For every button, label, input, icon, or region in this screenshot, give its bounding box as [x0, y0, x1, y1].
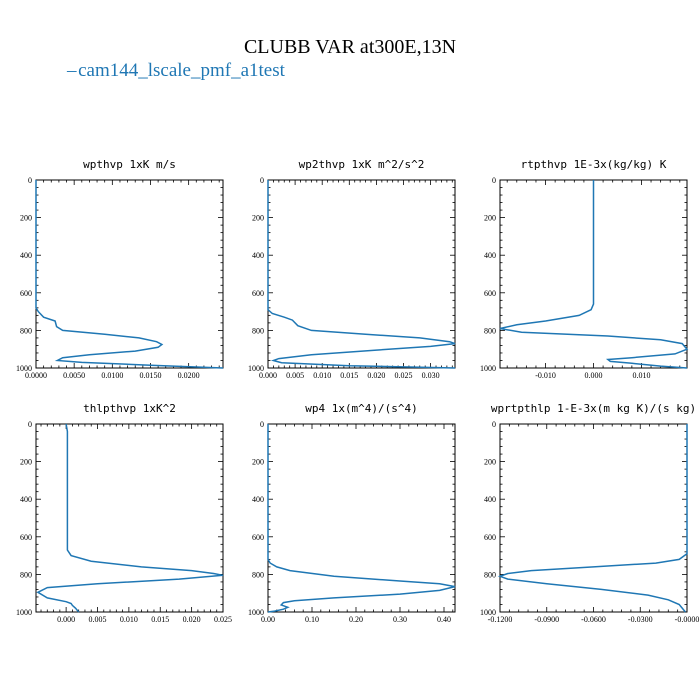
y-tick-label: 600: [484, 533, 496, 542]
y-tick-label: 0: [260, 176, 264, 185]
x-tick-label: 0.30: [393, 615, 407, 624]
series-line: [497, 424, 688, 613]
plot-frame: [35, 423, 224, 613]
x-tick-label: 0.010: [632, 371, 650, 380]
y-tick-label: 0: [492, 420, 496, 429]
y-tick-label: 800: [252, 326, 264, 335]
y-tick-label: 200: [484, 458, 496, 467]
x-tick-label: -0.010: [535, 371, 556, 380]
chart-panel-3: rtpthvp 1E-3x(kg/kg) K 0 200 400 600 800 1000 -…: [480, 158, 689, 380]
x-tick-label: 0.015: [340, 371, 358, 380]
y-tick-label: 1000: [16, 364, 32, 373]
panel-title: thlpthvp 1xK^2: [83, 402, 176, 415]
y-tick-label: 400: [252, 251, 264, 260]
y-tick-label: 200: [20, 458, 32, 467]
plot-frame: [35, 179, 224, 369]
y-tick-label: 0: [28, 420, 32, 429]
y-tick-label: 600: [252, 289, 264, 298]
y-tick-label: 600: [20, 533, 32, 542]
panel-title: wpthvp 1xK m/s: [83, 158, 176, 171]
x-tick-label: 0.0200: [178, 371, 200, 380]
y-tick-label: 0: [492, 176, 496, 185]
panel-title: wprtpthlp 1-E-3x(m kg K)/(s kg): [491, 402, 696, 415]
series-line: [35, 180, 224, 369]
panel-title: rtpthvp 1E-3x(kg/kg) K: [521, 158, 667, 171]
y-tick-label: 800: [252, 570, 264, 579]
plot-frame: [499, 423, 688, 613]
x-tick-label: 0.0000: [25, 371, 47, 380]
y-tick-label: 1000: [480, 608, 496, 617]
x-tick-label: 0.00: [261, 615, 275, 624]
x-tick-label: 0.020: [183, 615, 201, 624]
chart-panel-4: thlpthvp 1xK^2 0 200 400 600 800 1000 0.000 0.00…: [16, 402, 232, 624]
figure-title: CLUBB VAR at300E,13N: [243, 36, 457, 58]
y-tick-label: 400: [20, 495, 32, 504]
legend-line-marker: –: [67, 60, 79, 81]
x-tick-label: 0.0050: [63, 371, 85, 380]
y-tick-label: 0: [260, 420, 264, 429]
y-tick-label: 400: [484, 495, 496, 504]
y-tick-label: 1000: [248, 608, 264, 617]
x-tick-label: 0.40: [437, 615, 451, 624]
y-tick-label: 400: [252, 495, 264, 504]
y-tick-label: 400: [20, 251, 32, 260]
x-tick-label: 0.010: [120, 615, 138, 624]
legend-label: cam144_lscale_pmf_a1test: [78, 60, 285, 81]
y-tick-label: 200: [252, 214, 264, 223]
y-tick-label: 800: [484, 326, 496, 335]
x-tick-label: 0.015: [151, 615, 169, 624]
x-tick-label: -0.0900: [534, 615, 559, 624]
x-tick-label: 0.025: [214, 615, 232, 624]
y-tick-label: 1000: [16, 608, 32, 617]
x-tick-label: -0.1200: [488, 615, 513, 624]
y-tick-label: 1000: [480, 364, 496, 373]
series-line: [267, 180, 456, 369]
chart-panel-6: wprtpthlp 1-E-3x(m kg K)/(s kg) 0 200 400 60…: [480, 402, 700, 624]
x-tick-label: 0.0100: [101, 371, 123, 380]
x-tick-label: -0.0000: [675, 615, 700, 624]
plot-frame: [267, 179, 456, 369]
series-line: [36, 423, 224, 613]
x-tick-label: 0.20: [349, 615, 363, 624]
x-tick-label: 0.000: [585, 371, 603, 380]
y-tick-label: 600: [484, 289, 496, 298]
x-tick-label: 0.025: [395, 371, 413, 380]
x-tick-label: 0.000: [57, 615, 75, 624]
x-tick-label: 0.10: [305, 615, 319, 624]
y-tick-label: 800: [20, 570, 32, 579]
y-tick-label: 1000: [248, 364, 264, 373]
x-tick-label: 0.005: [88, 615, 106, 624]
x-tick-label: -0.0300: [628, 615, 653, 624]
y-tick-label: 800: [484, 570, 496, 579]
x-tick-label: 0.005: [286, 371, 304, 380]
panel-title: wp4 1x(m^4)/(s^4): [305, 402, 418, 415]
plot-frame: [267, 423, 456, 613]
y-tick-label: 600: [252, 533, 264, 542]
x-tick-label: -0.0600: [581, 615, 606, 624]
x-tick-label: 0.0150: [139, 371, 161, 380]
panel-title: wp2thvp 1xK m^2/s^2: [299, 158, 425, 171]
x-tick-label: 0.000: [259, 371, 277, 380]
y-tick-label: 400: [484, 251, 496, 260]
legend-entry: – cam144_lscale_pmf_a1test: [67, 60, 285, 82]
y-tick-label: 600: [20, 289, 32, 298]
y-tick-label: 800: [20, 326, 32, 335]
series-line: [267, 424, 456, 613]
y-tick-label: 200: [20, 214, 32, 223]
y-tick-label: 0: [28, 176, 32, 185]
chart-panel-2: wp2thvp 1xK m^2/s^2020040060080010000.00…: [248, 158, 456, 380]
x-tick-label: 0.010: [313, 371, 331, 380]
x-tick-label: 0.030: [422, 371, 440, 380]
series-line: [499, 180, 689, 369]
y-tick-label: 200: [252, 458, 264, 467]
y-tick-label: 200: [484, 214, 496, 223]
x-tick-label: 0.020: [367, 371, 385, 380]
